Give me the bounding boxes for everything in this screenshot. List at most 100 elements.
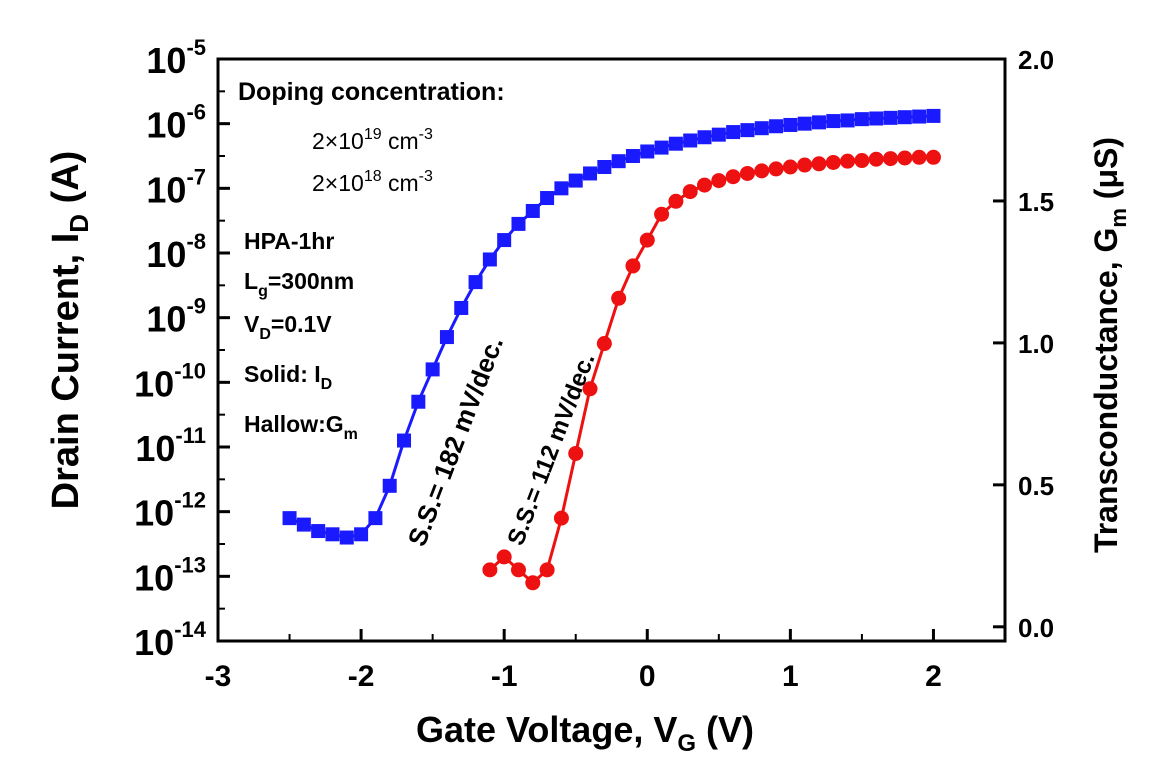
legend-hpa: HPA-1hr (244, 228, 334, 254)
series-1-point (826, 114, 841, 129)
y2-axis-ticks: 2.0 1.5 1.0 0.5 0.0 (993, 45, 1054, 643)
series-1-point (711, 127, 726, 142)
y-tick-base: 10 (146, 234, 186, 275)
y2-axis-label-main: Transconductance, G (1088, 228, 1124, 553)
series-1-point (468, 275, 483, 290)
legend-vd-sub: D (259, 326, 271, 343)
series-1-point (354, 527, 369, 542)
y2-axis-label: Transconductance, Gm (μS) (1088, 137, 1131, 553)
series-1-point (282, 511, 297, 526)
y-tick-label: 10-13 (134, 552, 206, 598)
series-1-point (339, 530, 354, 545)
y2-tick-label: 1.0 (1018, 329, 1054, 359)
series-2-point (553, 510, 569, 526)
series-1-point (854, 112, 869, 127)
series-1-point (311, 524, 326, 539)
y2-axis-label-sub: m (1106, 208, 1131, 228)
y-tick-base: 10 (134, 622, 174, 663)
y-tick-label: 10-5 (146, 35, 206, 81)
series-2-point (682, 184, 698, 200)
series-2-point (496, 549, 512, 565)
y-tick-base: 10 (146, 169, 186, 210)
series-1-point (439, 330, 454, 345)
series-2-point (725, 169, 741, 185)
y2-tick-label: 0.0 (1018, 613, 1054, 643)
doping-1-unit-exp: -3 (419, 126, 433, 143)
series-1-point (397, 433, 412, 448)
series-2-point (582, 381, 598, 397)
y-axis-label-sub: D (64, 214, 94, 233)
y-tick-exponent: -10 (174, 358, 206, 383)
y-tick-label: 10-7 (146, 164, 206, 210)
legend-solid-main: Solid: I (244, 361, 321, 387)
series-2-point (825, 154, 841, 170)
series-2-point (654, 206, 670, 222)
y-tick-label: 10-14 (134, 617, 207, 663)
doping-title: Doping concentration: (238, 78, 505, 106)
series-2-point (868, 151, 884, 167)
series-1-point (497, 233, 512, 248)
series-1-point (554, 181, 569, 196)
series-1-point (840, 113, 855, 128)
x-axis-label-unit: (V) (696, 709, 754, 750)
doping-2-base: 2×10 (312, 170, 364, 196)
series-1-point (883, 110, 898, 125)
doping-1-base: 2×10 (312, 128, 364, 154)
y-tick-label: 10-12 (134, 488, 206, 534)
series-1-point (912, 109, 927, 124)
series-1-point (482, 252, 497, 267)
series-2-point (782, 159, 798, 175)
legend-lg-main: L (244, 268, 258, 294)
doping-1-unit: cm (382, 128, 419, 154)
series-1-point (811, 115, 826, 130)
y-tick-base: 10 (134, 363, 174, 404)
series-2-point (668, 193, 684, 209)
series-1-point (740, 123, 755, 138)
legend-solid-sub: D (321, 376, 333, 393)
y-tick-label: 10-11 (135, 423, 206, 469)
series-2-point (625, 258, 641, 274)
legend-lg: Lg=300nm (244, 268, 354, 300)
y-tick-label: 10-10 (134, 358, 206, 404)
series-1-point (797, 116, 812, 131)
series-1-point (611, 154, 626, 169)
x-axis-label: Gate Voltage, VG (V) (416, 709, 754, 757)
series-2-point (739, 165, 755, 181)
legend-vd: VD=0.1V (244, 311, 332, 343)
legend-vd-main: V (244, 311, 260, 337)
ss-red-annotation: S.S.= 112 mV/dec. (502, 350, 600, 550)
series-1-point (625, 149, 640, 163)
y2-tick-label: 2.0 (1018, 45, 1054, 75)
doping-1-exp: 19 (364, 126, 382, 143)
y-tick-exponent: -11 (175, 423, 206, 448)
y-tick-exponent: -13 (174, 552, 206, 577)
y-tick-label: 10-6 (146, 100, 206, 146)
series-2-point (697, 177, 713, 193)
doping-2: 2×1018 cm-3 (312, 168, 433, 196)
ss-blue-annotation: S.S.= 182 mV/dec. (402, 332, 510, 550)
series-1-point (583, 166, 598, 181)
x-tick-label: 1 (782, 660, 799, 693)
series-1-point (754, 121, 769, 136)
series-2-point (925, 149, 941, 165)
series-1-point (697, 130, 712, 145)
series-1-point (783, 117, 798, 132)
y-tick-base: 10 (146, 105, 186, 146)
series-1-point (296, 517, 311, 532)
doping-1: 2×1019 cm-3 (312, 126, 433, 154)
legend-vd-value: =0.1V (271, 311, 332, 337)
series-1-point (683, 133, 698, 148)
y-tick-base: 10 (146, 299, 186, 340)
legend-lg-sub: g (258, 283, 268, 300)
y-tick-base: 10 (134, 493, 174, 534)
series-1-point (325, 527, 340, 542)
x-axis-ticks: -3 -2 -1 0 1 2 (205, 629, 942, 693)
x-tick-label: 2 (925, 660, 942, 693)
y-tick-exponent: -8 (186, 229, 206, 254)
series-2-point (482, 562, 498, 578)
y-tick-exponent: -14 (174, 617, 207, 642)
series-1-point (525, 203, 540, 218)
series-1-point (368, 511, 383, 526)
series-2-point (568, 445, 584, 461)
series-2-point (768, 161, 784, 177)
